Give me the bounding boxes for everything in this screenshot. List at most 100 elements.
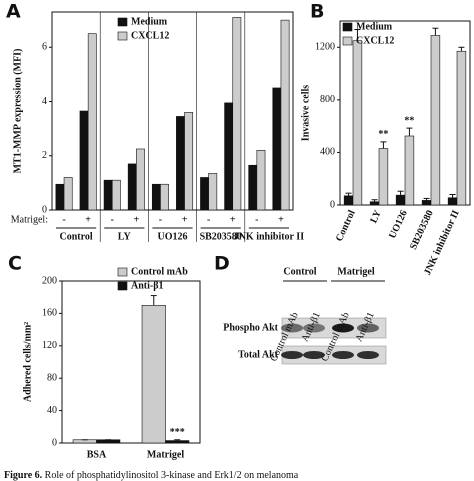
band xyxy=(281,323,303,333)
x-tick-label: + xyxy=(278,214,284,225)
bar xyxy=(176,116,185,211)
x-tick-label: - xyxy=(159,214,162,225)
bar xyxy=(63,177,73,211)
bar xyxy=(272,87,282,211)
blot-row-label: Phospho Akt xyxy=(223,322,278,333)
bar xyxy=(184,112,194,211)
group-label: JNK inhibitor II xyxy=(234,231,304,242)
x-tick-label: - xyxy=(207,214,210,225)
bar xyxy=(160,183,169,211)
y-tick-label: 0 xyxy=(52,437,57,448)
legend-swatch xyxy=(117,31,128,41)
y-tick-label: 6 xyxy=(42,42,47,53)
y-tick-label: 400 xyxy=(320,147,335,158)
caption: Figure 6. Role of phosphatidylinositol 3… xyxy=(4,470,299,481)
bar xyxy=(369,201,380,206)
bar xyxy=(55,183,65,211)
legend-swatch xyxy=(117,17,128,27)
bar xyxy=(378,148,389,206)
x-tick-label: - xyxy=(62,214,65,225)
y-tick-label: 40 xyxy=(47,405,57,416)
x-tick-label: + xyxy=(182,214,188,225)
bar xyxy=(256,150,266,211)
blot-group: Control xyxy=(283,266,316,277)
legend-label: CXCL12 xyxy=(131,30,169,41)
bar xyxy=(151,183,161,211)
x-tick-label: + xyxy=(133,214,139,225)
caption-label: Figure 6. xyxy=(4,470,43,481)
bar xyxy=(232,17,242,211)
x-tick-label: BSA xyxy=(87,449,107,460)
group-label: Control xyxy=(60,231,93,242)
bar xyxy=(79,110,89,211)
band xyxy=(357,351,379,359)
bar xyxy=(404,135,415,206)
legend-label: Anti-β1 xyxy=(131,280,164,291)
bar xyxy=(127,163,137,211)
bar xyxy=(165,440,190,444)
group-label: LY xyxy=(118,231,132,242)
legend-swatch xyxy=(342,36,353,46)
annotation: ** xyxy=(378,129,388,140)
bar xyxy=(224,102,234,211)
legend-swatch xyxy=(342,22,353,32)
bar xyxy=(136,148,145,211)
bar xyxy=(280,19,290,211)
y-tick-label: 200 xyxy=(42,275,57,286)
band xyxy=(281,351,303,359)
panel-letter: C xyxy=(8,253,22,275)
bar xyxy=(430,35,441,206)
band xyxy=(332,351,354,359)
bar xyxy=(87,33,97,211)
bar xyxy=(352,40,363,206)
bar xyxy=(447,197,458,206)
annotation: ** xyxy=(404,115,414,126)
y-tick-label: 800 xyxy=(320,94,335,105)
bar xyxy=(395,194,406,206)
bar xyxy=(208,173,218,211)
y-tick-label: 120 xyxy=(42,340,57,351)
y-tick-label: 80 xyxy=(47,372,57,383)
band xyxy=(357,323,379,333)
x-tick-label: - xyxy=(111,214,114,225)
group-label: UO126 xyxy=(158,231,188,242)
annotation: *** xyxy=(170,427,185,438)
x-tick-label: Matrigel xyxy=(147,449,184,460)
y-tick-label: 1200 xyxy=(315,42,335,53)
x-tick-label: LY xyxy=(368,208,384,225)
blot-row-label: Total Akt xyxy=(238,349,279,360)
legend-label: Medium xyxy=(356,21,393,32)
bar xyxy=(248,164,258,211)
y-axis-label: MT1-MMP expression (MFI) xyxy=(12,49,23,174)
y-tick-label: 2 xyxy=(42,150,47,161)
plot-frame xyxy=(51,11,294,211)
legend-label: Medium xyxy=(131,16,168,27)
band xyxy=(303,351,325,359)
group-label: SB203580 xyxy=(200,231,242,242)
y-axis-label: Adhered cells/mm² xyxy=(22,322,33,402)
y-tick-label: 0 xyxy=(42,204,47,215)
blot xyxy=(281,317,387,365)
panel-letter: D xyxy=(214,253,230,275)
bar xyxy=(103,179,113,211)
x-tick-label: + xyxy=(85,214,91,225)
y-tick-label: 0 xyxy=(330,199,335,210)
x-tick-label: Control xyxy=(334,208,358,243)
bar xyxy=(200,177,209,211)
panel-letter: B xyxy=(310,1,324,23)
band xyxy=(303,323,325,333)
legend-label: Control mAb xyxy=(131,266,188,277)
bar xyxy=(456,50,467,206)
category-axis-label: Matrigel: xyxy=(11,214,48,225)
bar xyxy=(421,200,432,206)
y-axis-label: Invasive cells xyxy=(300,85,311,141)
plot-frame xyxy=(61,280,201,444)
blot-group: Matrigel xyxy=(337,266,374,277)
band xyxy=(332,323,354,333)
y-tick-label: 160 xyxy=(42,308,57,319)
legend-swatch xyxy=(117,267,128,277)
bar xyxy=(141,304,166,444)
y-tick-label: 4 xyxy=(42,96,47,107)
x-tick-label: + xyxy=(230,214,236,225)
